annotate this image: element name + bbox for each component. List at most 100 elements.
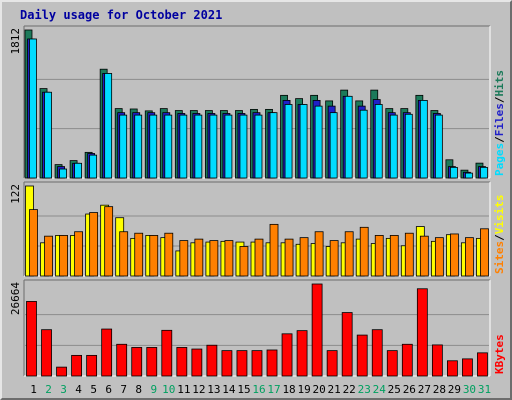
x-tick-label: 22 [343,383,356,396]
pages-bar [44,91,52,179]
kbytes-bar [161,329,173,377]
x-tick-label: 2 [45,383,52,396]
kbytes-bar [266,349,278,377]
sites-bar [239,246,249,277]
pages-bar [134,114,143,179]
pages-bar [374,104,383,179]
pages-bar [224,114,233,179]
x-tick-label: 31 [478,383,491,396]
x-tick-label: 19 [297,383,310,396]
kbytes-bar [176,347,188,377]
kbytes-bar [221,350,233,377]
pages-bar [329,112,338,179]
sites-bar [134,232,144,277]
sites-bar [59,235,68,277]
sites-bar [254,238,264,277]
x-tick-label: 17 [267,383,280,396]
pages-bar [239,114,248,179]
pages-bar [344,95,353,179]
sites-bar [209,240,219,277]
hits-panel-legend: Pages/Files/Hits [493,70,506,176]
pages-bar [164,114,173,179]
kbytes-bar [341,312,353,377]
x-tick-label: 9 [150,383,157,396]
x-tick-label: 11 [177,383,190,396]
kbytes-bar [462,358,473,377]
visits-panel-legend-sites: Sites [493,241,506,274]
sites-bar [344,231,354,277]
kbytes-bar [416,288,428,377]
pages-bar [179,114,188,179]
pages-bar [119,114,128,179]
kbytes-bar [191,348,203,377]
sites-bar [44,235,53,277]
sites-bar [374,235,384,277]
x-tick-label: 15 [237,383,250,396]
x-tick-label: 12 [192,383,205,396]
kbytes-bar [447,360,458,377]
pages-bar [465,172,473,179]
x-tick-label: 14 [222,383,236,396]
kbytes-panel-ymax-label: 26664 [9,282,22,315]
sites-bar [480,228,489,277]
sites-bar [29,209,38,277]
kbytes-bar [311,283,323,377]
pages-bar [209,114,218,179]
sites-bar [314,231,324,277]
hits-panel-legend-pages: Pages [493,143,506,176]
kbytes-bar [431,344,443,377]
x-tick-label: 21 [328,383,341,396]
pages-bar [284,104,293,179]
kbytes-bar [56,366,67,377]
hits-panel-legend-files: Files [493,103,506,136]
x-tick-label: 28 [433,383,446,396]
pages-bar [480,166,488,179]
kbytes-bar [386,350,398,377]
hits-panel-legend-separator: / [493,96,506,103]
pages-bar [314,105,323,179]
sites-bar [179,240,189,277]
pages-bar [404,113,413,179]
kbytes-bar [356,334,368,377]
pages-bar [419,100,428,179]
sites-bar [194,238,204,277]
x-tick-label: 10 [162,383,175,396]
x-tick-label: 13 [207,383,220,396]
kbytes-bar [86,354,98,377]
x-tick-label: 30 [463,383,476,396]
hits-panel-legend-hits: Hits [493,70,506,97]
kbytes-bar [101,328,113,377]
kbytes-bar [206,344,218,377]
sites-bar [404,232,414,277]
sites-bar [284,238,294,277]
sites-bar [104,206,114,277]
sites-bar [89,212,99,277]
visits-panel-legend-separator: / [493,234,506,241]
hits-panel-legend-separator: / [493,136,506,143]
sites-bar [224,240,234,277]
kbytes-bar [146,347,158,377]
x-tick-label: 20 [313,383,326,396]
pages-bar [104,73,113,179]
kbytes-bar [281,333,293,377]
kbytes-bar [401,343,413,377]
kbytes-bar [71,354,82,377]
sites-bar [164,232,174,277]
kbytes-bar [326,350,338,377]
sites-bar [119,231,129,277]
x-tick-label: 27 [418,383,431,396]
kbytes-panel-legend: KBytes [493,334,506,374]
sites-bar [450,233,459,277]
kbytes-bar [41,329,52,377]
pages-bar [194,114,203,179]
pages-bar [434,114,443,179]
x-tick-label: 4 [75,383,82,396]
x-tick-label: 16 [252,383,265,396]
kbytes-bar [236,350,248,377]
sites-bar [74,231,83,277]
sites-bar [359,226,369,277]
sites-bar [434,237,444,277]
sites-bar [329,240,339,277]
x-tick-label: 25 [388,383,401,396]
